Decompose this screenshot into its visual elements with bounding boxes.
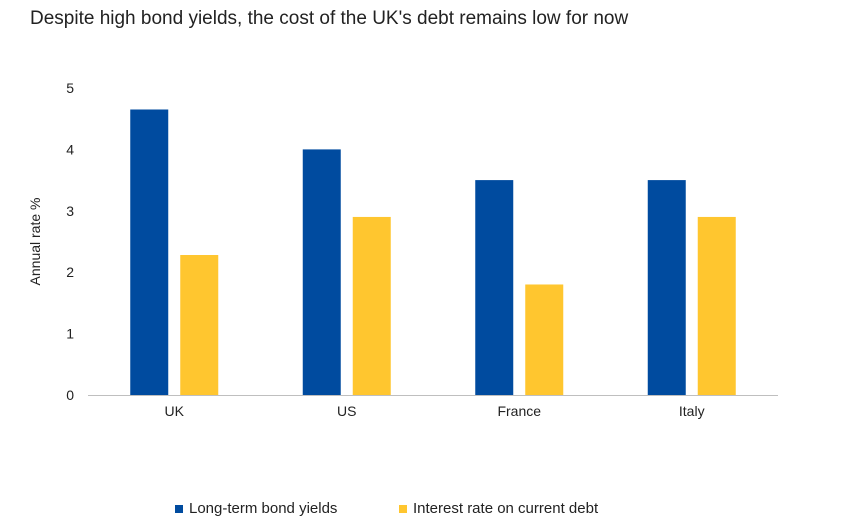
x-axis-ticks: UK US France Italy	[165, 403, 705, 419]
chart-title: Despite high bond yields, the cost of th…	[30, 8, 629, 29]
x-tick-label-uk: UK	[165, 403, 185, 419]
bar-italy-bond-yields	[647, 180, 686, 395]
bars	[130, 109, 736, 396]
y-tick-label: 5	[66, 80, 74, 96]
y-axis-title: Annual rate %	[27, 198, 43, 286]
legend-swatch-bond-yields	[175, 504, 183, 513]
bar-us-interest-rate	[352, 216, 391, 395]
x-tick-label-france: France	[497, 403, 541, 419]
bar-france-interest-rate	[525, 284, 564, 395]
bar-chart: 0 1 2 3 4 5 UK US France Italy Annual rate %	[27, 80, 778, 419]
bar-france-bond-yields	[475, 180, 514, 395]
bar-uk-interest-rate	[180, 255, 219, 395]
x-tick-label-us: US	[337, 403, 356, 419]
y-tick-label: 2	[66, 264, 74, 280]
bar-italy-interest-rate	[697, 216, 736, 395]
y-tick-label: 3	[66, 203, 74, 219]
legend-swatch-interest-rate	[399, 504, 407, 513]
legend-item-bond-yields: Long-term bond yields	[175, 500, 337, 517]
legend-label-interest-rate: Interest rate on current debt	[413, 500, 599, 517]
x-tick-label-italy: Italy	[679, 403, 705, 419]
y-tick-label: 4	[66, 141, 74, 157]
legend: Long-term bond yields Interest rate on c…	[0, 500, 862, 524]
legend-label-bond-yields: Long-term bond yields	[189, 500, 338, 517]
bar-uk-bond-yields	[130, 109, 169, 396]
bar-us-bond-yields	[302, 149, 341, 395]
y-tick-label: 0	[66, 387, 74, 403]
y-tick-label: 1	[66, 326, 74, 342]
legend-item-interest-rate: Interest rate on current debt	[399, 500, 598, 517]
y-axis-ticks: 0 1 2 3 4 5	[66, 80, 74, 403]
